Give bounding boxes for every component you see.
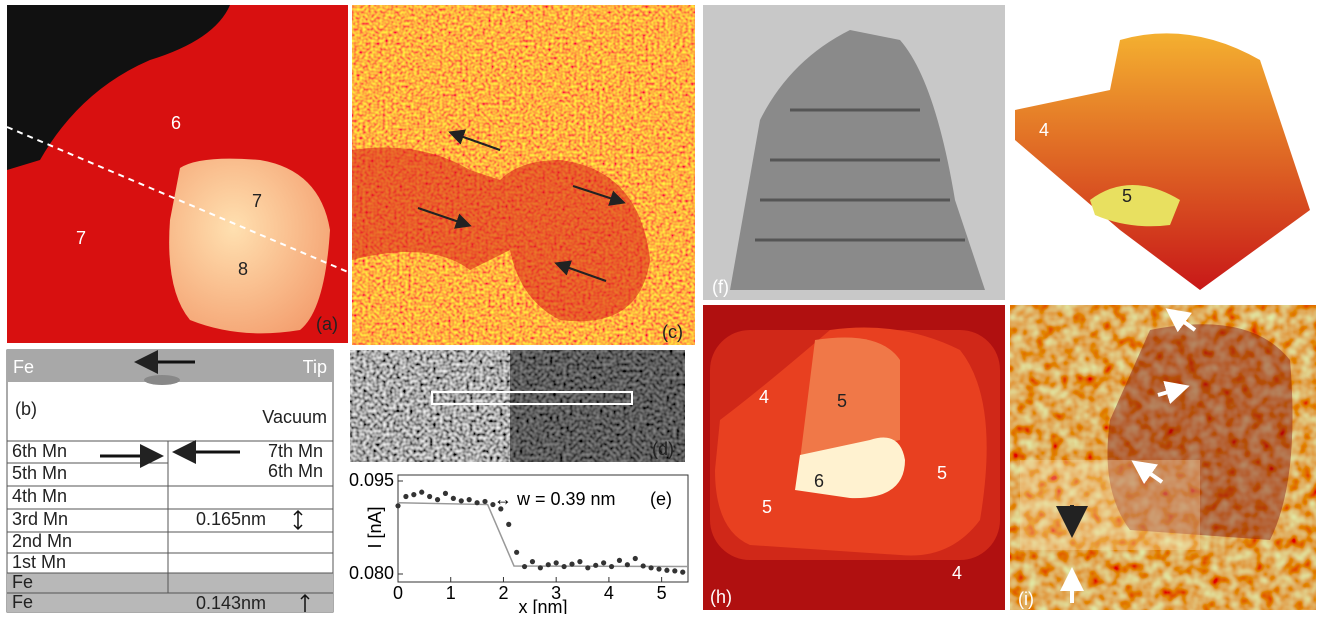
figure: 6 7 7 8 (a) (c) (f) 4 5 (g) 4 5 6 5 5 4 … bbox=[0, 0, 1321, 614]
data-point bbox=[467, 497, 472, 502]
data-point bbox=[427, 494, 432, 499]
data-point bbox=[601, 560, 606, 565]
data-point bbox=[672, 568, 677, 573]
layer-label: 6th Mn bbox=[268, 461, 323, 481]
x-tick-label: 4 bbox=[604, 583, 614, 603]
panel-label: (b) bbox=[15, 399, 37, 419]
annotation: ↔ w = 0.39 nm bbox=[494, 489, 616, 509]
panel-label: (c) bbox=[662, 322, 683, 342]
layer-label: 7th Mn bbox=[268, 441, 323, 461]
x-tick-label: 0 bbox=[393, 583, 403, 603]
layer-label: 1st Mn bbox=[12, 552, 66, 572]
data-point bbox=[498, 506, 503, 511]
data-point bbox=[585, 565, 590, 570]
data-point bbox=[459, 498, 464, 503]
terrace-number: 4 bbox=[759, 387, 769, 407]
page: 6 7 7 8 (a) (c) (f) 4 5 (g) 4 5 6 5 5 4 … bbox=[0, 0, 1321, 614]
terrace-number: 7 bbox=[252, 191, 262, 211]
panel-label: (e) bbox=[650, 489, 672, 509]
panel-c: (c) bbox=[352, 5, 695, 345]
data-point bbox=[514, 550, 519, 555]
terrace-number: 5 bbox=[837, 391, 847, 411]
layer-label: 5th Mn bbox=[12, 463, 67, 483]
data-point bbox=[593, 563, 598, 568]
terrace-number: 6 bbox=[814, 471, 824, 491]
data-point bbox=[561, 564, 566, 569]
terrace-number: 5 bbox=[762, 497, 772, 517]
panel-f: (f) bbox=[703, 5, 1005, 300]
data-point bbox=[664, 568, 669, 573]
header-text: Tip bbox=[303, 357, 327, 377]
vacuum-label: Vacuum bbox=[262, 407, 327, 427]
layer-label: Fe bbox=[12, 572, 33, 592]
data-point bbox=[680, 570, 685, 575]
y-tick-label: 0.095 bbox=[349, 470, 394, 490]
layer-label: 3rd Mn bbox=[12, 509, 68, 529]
data-point bbox=[633, 556, 638, 561]
terrace-number: 4 bbox=[952, 563, 962, 583]
layer-label: 2nd Mn bbox=[12, 531, 72, 551]
data-point bbox=[577, 559, 582, 564]
data-point bbox=[656, 566, 661, 571]
terrace-number: 5 bbox=[1122, 186, 1132, 206]
y-tick-label: 0.080 bbox=[349, 563, 394, 583]
panel-h: 4 5 6 5 5 4 (h) bbox=[703, 305, 1005, 610]
panel-label: (f) bbox=[712, 277, 729, 297]
y-axis-label: I [nA] bbox=[365, 506, 385, 548]
x-axis-label: x [nm] bbox=[518, 597, 567, 614]
data-point bbox=[546, 562, 551, 567]
data-point bbox=[482, 499, 487, 504]
x-tick-label: 1 bbox=[446, 583, 456, 603]
spacing-label: 0.143nm bbox=[196, 593, 266, 613]
panel-i: (i) bbox=[1010, 305, 1316, 610]
data-point bbox=[419, 490, 424, 495]
data-point bbox=[411, 492, 416, 497]
data-point bbox=[554, 560, 559, 565]
x-tick-label: 2 bbox=[498, 583, 508, 603]
panel-a: 6 7 7 8 (a) bbox=[7, 5, 348, 343]
data-point bbox=[451, 496, 456, 501]
panel-label: (d) bbox=[652, 439, 674, 459]
layer-label: 4th Mn bbox=[12, 486, 67, 506]
data-point bbox=[617, 558, 622, 563]
panel-label: (h) bbox=[710, 587, 732, 607]
data-point bbox=[641, 563, 646, 568]
data-point bbox=[538, 565, 543, 570]
data-point bbox=[395, 503, 400, 508]
panel-g: 4 5 (g) bbox=[1010, 5, 1316, 300]
panel-b: Fe Tip (b) Vacuum 6th Mn 5th Mn 4th Mn 3… bbox=[7, 350, 333, 613]
data-point bbox=[625, 562, 630, 567]
data-point bbox=[609, 564, 614, 569]
spacing-label: 0.165nm bbox=[196, 509, 266, 529]
layer-label: Fe bbox=[12, 592, 33, 612]
header-text: Fe bbox=[13, 357, 34, 377]
panel-label: (g) bbox=[1020, 274, 1042, 294]
data-point bbox=[530, 559, 535, 564]
terrace-number: 4 bbox=[1039, 120, 1049, 140]
terrace-number: 8 bbox=[238, 259, 248, 279]
x-tick-label: 5 bbox=[657, 583, 667, 603]
terrace-number: 6 bbox=[171, 113, 181, 133]
data-point bbox=[403, 494, 408, 499]
terrace-number: 5 bbox=[937, 463, 947, 483]
data-point bbox=[474, 500, 479, 505]
panel-d: (d) bbox=[350, 350, 685, 462]
data-point bbox=[569, 561, 574, 566]
data-point bbox=[443, 491, 448, 496]
data-point bbox=[490, 502, 495, 507]
data-point bbox=[522, 564, 527, 569]
panel-label: (a) bbox=[316, 314, 338, 334]
terrace-number: 7 bbox=[76, 228, 86, 248]
panel-label: (i) bbox=[1018, 589, 1034, 609]
data-point bbox=[506, 522, 511, 527]
data-point bbox=[648, 565, 653, 570]
layer-label: 6th Mn bbox=[12, 441, 67, 461]
data-point bbox=[435, 497, 440, 502]
